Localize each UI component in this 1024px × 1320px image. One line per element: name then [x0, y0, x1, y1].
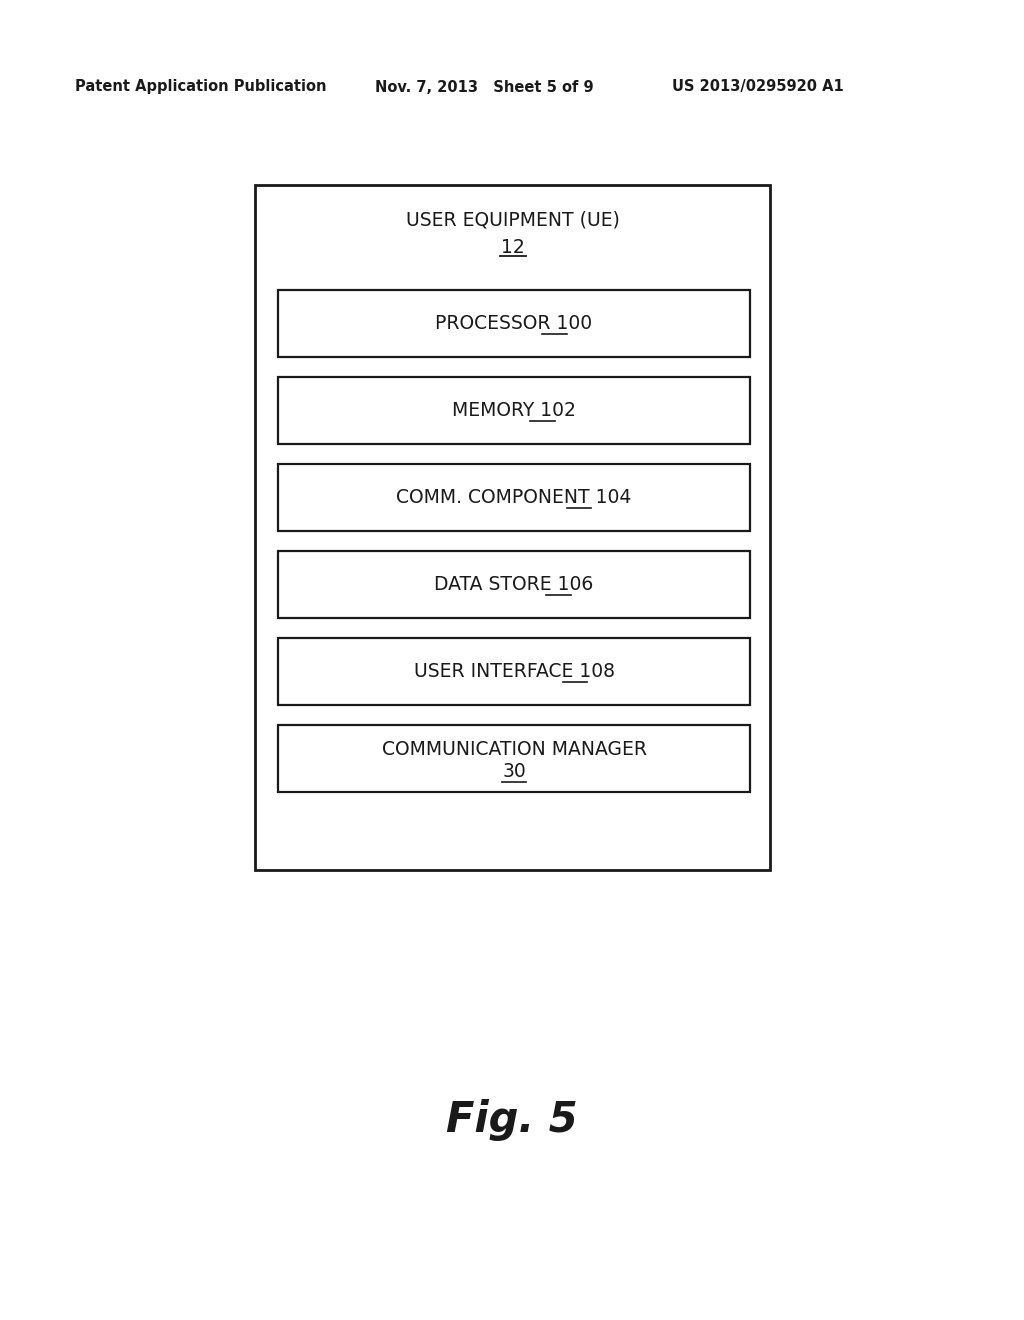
Text: 30: 30	[502, 762, 526, 781]
Bar	[255, 185, 770, 870]
Text: 12: 12	[501, 238, 524, 257]
Bar	[278, 465, 750, 531]
Text: DATA STORE 106: DATA STORE 106	[434, 576, 594, 594]
Bar	[278, 725, 750, 792]
Text: Patent Application Publication: Patent Application Publication	[75, 79, 327, 95]
Text: US 2013/0295920 A1: US 2013/0295920 A1	[672, 79, 844, 95]
Text: USER INTERFACE 108: USER INTERFACE 108	[414, 663, 614, 681]
Text: COMM. COMPONENT 104: COMM. COMPONENT 104	[396, 488, 632, 507]
Bar	[278, 550, 750, 618]
Bar	[278, 290, 750, 356]
Text: PROCESSOR 100: PROCESSOR 100	[435, 314, 593, 333]
Text: USER EQUIPMENT (UE): USER EQUIPMENT (UE)	[406, 210, 620, 228]
Text: COMMUNICATION MANAGER: COMMUNICATION MANAGER	[382, 741, 646, 759]
Text: Nov. 7, 2013   Sheet 5 of 9: Nov. 7, 2013 Sheet 5 of 9	[375, 79, 594, 95]
Text: MEMORY 102: MEMORY 102	[452, 401, 575, 420]
Bar	[278, 638, 750, 705]
Text: Fig. 5: Fig. 5	[446, 1100, 578, 1140]
Bar	[278, 378, 750, 444]
